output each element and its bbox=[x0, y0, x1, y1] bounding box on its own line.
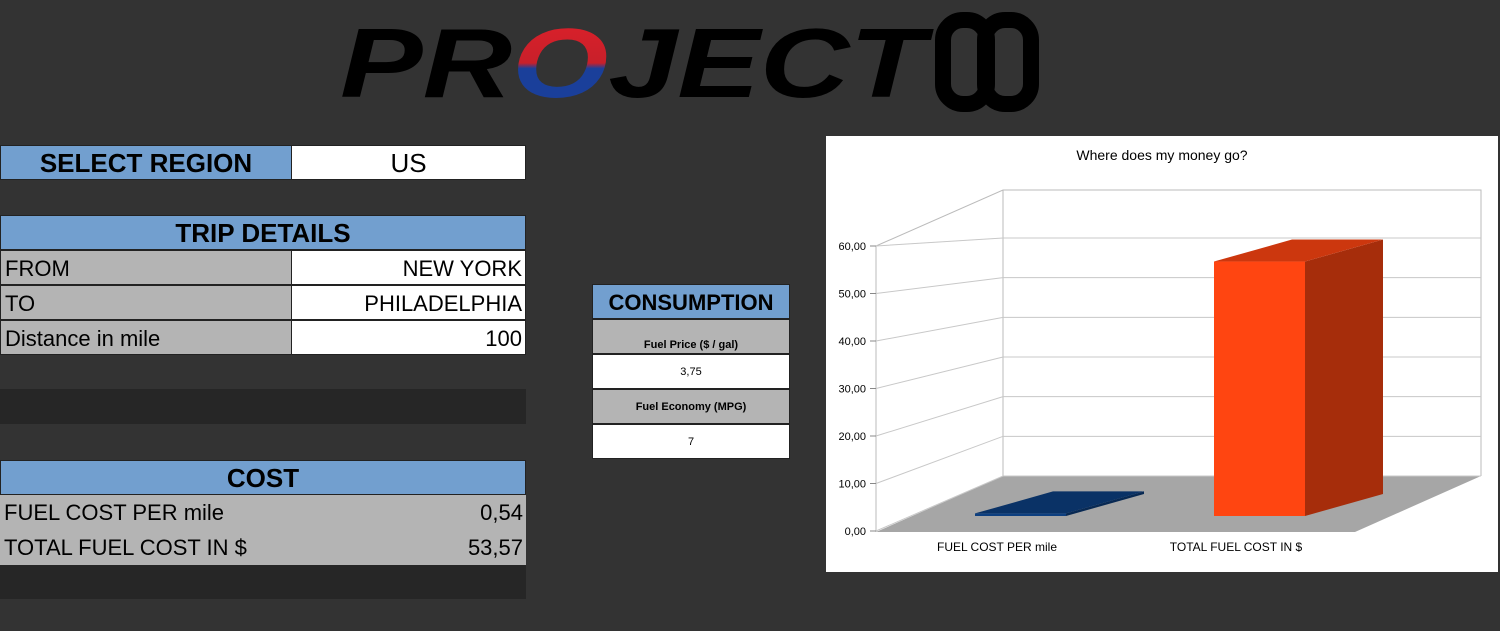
cell[interactable]: 7 bbox=[592, 424, 790, 459]
bar-top bbox=[1214, 239, 1383, 262]
cell[interactable]: 3,75 bbox=[592, 354, 790, 389]
cell[interactable]: US bbox=[291, 145, 526, 180]
chart: Where does my money go? 0,00 10,00 20,00 30… bbox=[826, 136, 1498, 572]
cell: Fuel Price ($ / gal) bbox=[592, 319, 790, 354]
bar-side bbox=[1305, 239, 1383, 517]
cell[interactable]: 100 bbox=[291, 320, 526, 355]
y-tick-label: 20,00 bbox=[838, 431, 866, 443]
x-tick-label: FUEL COST PER mile bbox=[937, 540, 1057, 554]
band bbox=[0, 389, 526, 424]
cell[interactable]: NEW YORK bbox=[291, 250, 526, 285]
y-tick-label: 10,00 bbox=[838, 479, 866, 491]
cell: TRIP DETAILS bbox=[0, 215, 526, 250]
y-tick-label: 40,00 bbox=[838, 336, 866, 348]
y-tick-label: 30,00 bbox=[838, 384, 866, 396]
logo-mark bbox=[935, 12, 1039, 112]
bar bbox=[1214, 261, 1305, 516]
y-tick-label: 50,00 bbox=[838, 289, 866, 301]
logo-part: PR bbox=[340, 8, 512, 118]
cell: SELECT REGION bbox=[0, 145, 292, 180]
bar-side bbox=[1066, 491, 1144, 516]
band bbox=[0, 565, 526, 599]
cell: 53,57 bbox=[467, 535, 523, 560]
cell[interactable]: PHILADELPHIA bbox=[291, 285, 526, 320]
cell: 0,54 bbox=[480, 500, 523, 525]
cell: FUEL COST PER mile bbox=[0, 495, 526, 530]
chart-title: Where does my money go? bbox=[1076, 147, 1247, 163]
cell: TOTAL FUEL COST IN $ bbox=[0, 530, 526, 565]
cell: TO bbox=[0, 285, 292, 320]
cell: FROM bbox=[0, 250, 292, 285]
logo: PR O JECT bbox=[340, 8, 934, 118]
y-tick-label: 60,00 bbox=[838, 241, 866, 253]
cell: COST bbox=[0, 460, 526, 495]
logo-part: O bbox=[512, 8, 608, 118]
cell: Fuel Economy (MPG) bbox=[592, 389, 790, 424]
x-tick-label: TOTAL FUEL COST IN $ bbox=[1170, 540, 1303, 554]
grid-line bbox=[875, 237, 1481, 247]
cell: Distance in mile bbox=[0, 320, 292, 355]
bar bbox=[975, 513, 1066, 516]
bar-top bbox=[975, 491, 1144, 514]
cell: CONSUMPTION bbox=[592, 284, 790, 319]
y-tick-label: 0,00 bbox=[845, 526, 866, 538]
logo-part: JECT bbox=[608, 8, 934, 118]
